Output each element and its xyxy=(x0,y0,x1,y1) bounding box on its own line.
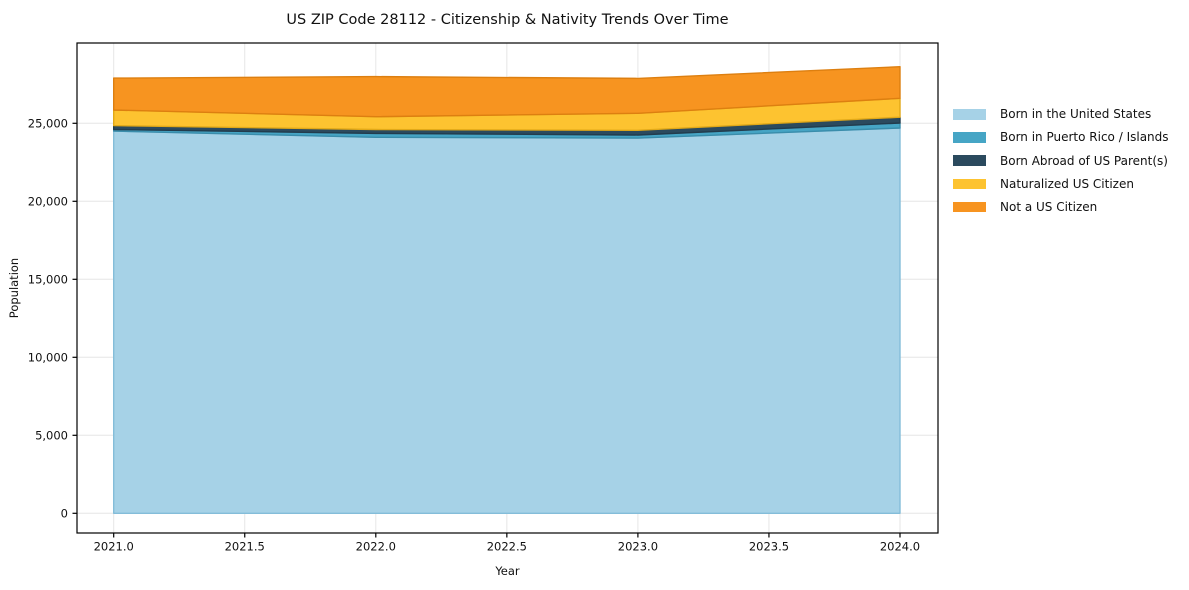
y-tick-label: 25,000 xyxy=(28,116,68,130)
legend-item-naturalized-us-citizen: Naturalized US Citizen xyxy=(953,176,1169,193)
legend: Born in the United States Born in Puerto … xyxy=(953,106,1169,215)
x-tick-label: 2023.5 xyxy=(749,540,789,554)
legend-swatch-icon xyxy=(953,155,986,166)
y-tick-label: 0 xyxy=(61,506,68,520)
legend-item-label: Not a US Citizen xyxy=(1000,200,1098,214)
x-tick-label: 2022.0 xyxy=(356,540,396,554)
x-tick-label: 2023.0 xyxy=(618,540,658,554)
x-tick-label: 2021.0 xyxy=(94,540,134,554)
y-tick-label: 5,000 xyxy=(35,428,68,442)
legend-item-born-abroad-of-us-parent-s: Born Abroad of US Parent(s) xyxy=(953,152,1169,169)
legend-item-label: Born in Puerto Rico / Islands xyxy=(1000,130,1169,145)
y-axis-label: Population xyxy=(7,257,21,319)
legend-swatch-icon xyxy=(953,201,986,213)
y-tick-label: 15,000 xyxy=(28,272,68,286)
y-tick-label: 10,000 xyxy=(28,350,68,364)
legend-swatch-icon xyxy=(953,109,986,120)
y-tick-label: 20,000 xyxy=(28,194,68,208)
x-tick-label: 2021.5 xyxy=(225,540,265,554)
x-tick-label: 2024.0 xyxy=(880,540,920,554)
x-tick-label: 2022.5 xyxy=(487,540,527,554)
legend-item-label: Born in the United States xyxy=(1000,107,1152,122)
plot-frame xyxy=(76,42,939,534)
legend-swatch-icon xyxy=(953,132,986,143)
axis-ticks xyxy=(72,122,901,538)
legend-swatch-icon xyxy=(953,178,986,190)
legend-item-born-in-the-united-states: Born in the United States xyxy=(953,106,1169,123)
x-axis-label: Year xyxy=(495,564,520,578)
legend-item-label: Born Abroad of US Parent(s) xyxy=(1000,153,1168,168)
legend-item-born-in-puerto-rico-islands: Born in Puerto Rico / Islands xyxy=(953,129,1169,146)
area-series-not-a-us-citizen xyxy=(113,66,901,118)
chart-title: US ZIP Code 28112 - Citizenship & Nativi… xyxy=(286,12,729,28)
legend-item-not-a-us-citizen: Not a US Citizen xyxy=(953,199,1169,216)
area-series-born-in-the-united-states xyxy=(113,127,901,514)
legend-item-label: Naturalized US Citizen xyxy=(1000,176,1134,191)
